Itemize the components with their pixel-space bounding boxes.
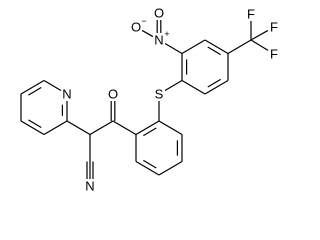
bond bbox=[158, 120, 183, 136]
bond bbox=[158, 160, 183, 176]
bond bbox=[204, 79, 229, 95]
atom-label: F bbox=[270, 20, 278, 35]
atom-label: O bbox=[108, 87, 118, 102]
atom-label: O bbox=[154, 6, 164, 21]
charge-label: + bbox=[164, 29, 169, 39]
bond bbox=[89, 120, 114, 136]
bond bbox=[181, 79, 206, 95]
bond bbox=[20, 120, 45, 136]
bond bbox=[143, 127, 157, 137]
bonds bbox=[20, 20, 269, 179]
bond bbox=[43, 120, 68, 136]
atom-label: S bbox=[155, 87, 164, 102]
bond bbox=[135, 160, 160, 176]
bond bbox=[164, 43, 183, 55]
bond bbox=[112, 120, 137, 136]
atom-label: N bbox=[154, 33, 163, 48]
bond bbox=[28, 119, 42, 128]
atom-label: N bbox=[62, 87, 71, 102]
bond bbox=[28, 87, 42, 96]
bond bbox=[181, 39, 206, 55]
bond bbox=[207, 78, 221, 88]
bond bbox=[250, 29, 269, 41]
bond bbox=[66, 120, 91, 136]
bond bbox=[227, 39, 252, 55]
bond bbox=[204, 39, 229, 55]
bond bbox=[164, 79, 183, 91]
bond bbox=[250, 39, 269, 51]
bond bbox=[141, 29, 154, 38]
bond bbox=[207, 46, 221, 56]
bond bbox=[143, 159, 157, 169]
atom-label: F bbox=[270, 47, 278, 62]
charge-label: − bbox=[141, 16, 146, 26]
bond bbox=[20, 79, 45, 95]
bond bbox=[135, 120, 160, 136]
atom-label: F bbox=[247, 7, 255, 22]
bond bbox=[43, 79, 62, 91]
atom-label: N bbox=[85, 179, 94, 194]
atom-label: O bbox=[131, 20, 141, 35]
